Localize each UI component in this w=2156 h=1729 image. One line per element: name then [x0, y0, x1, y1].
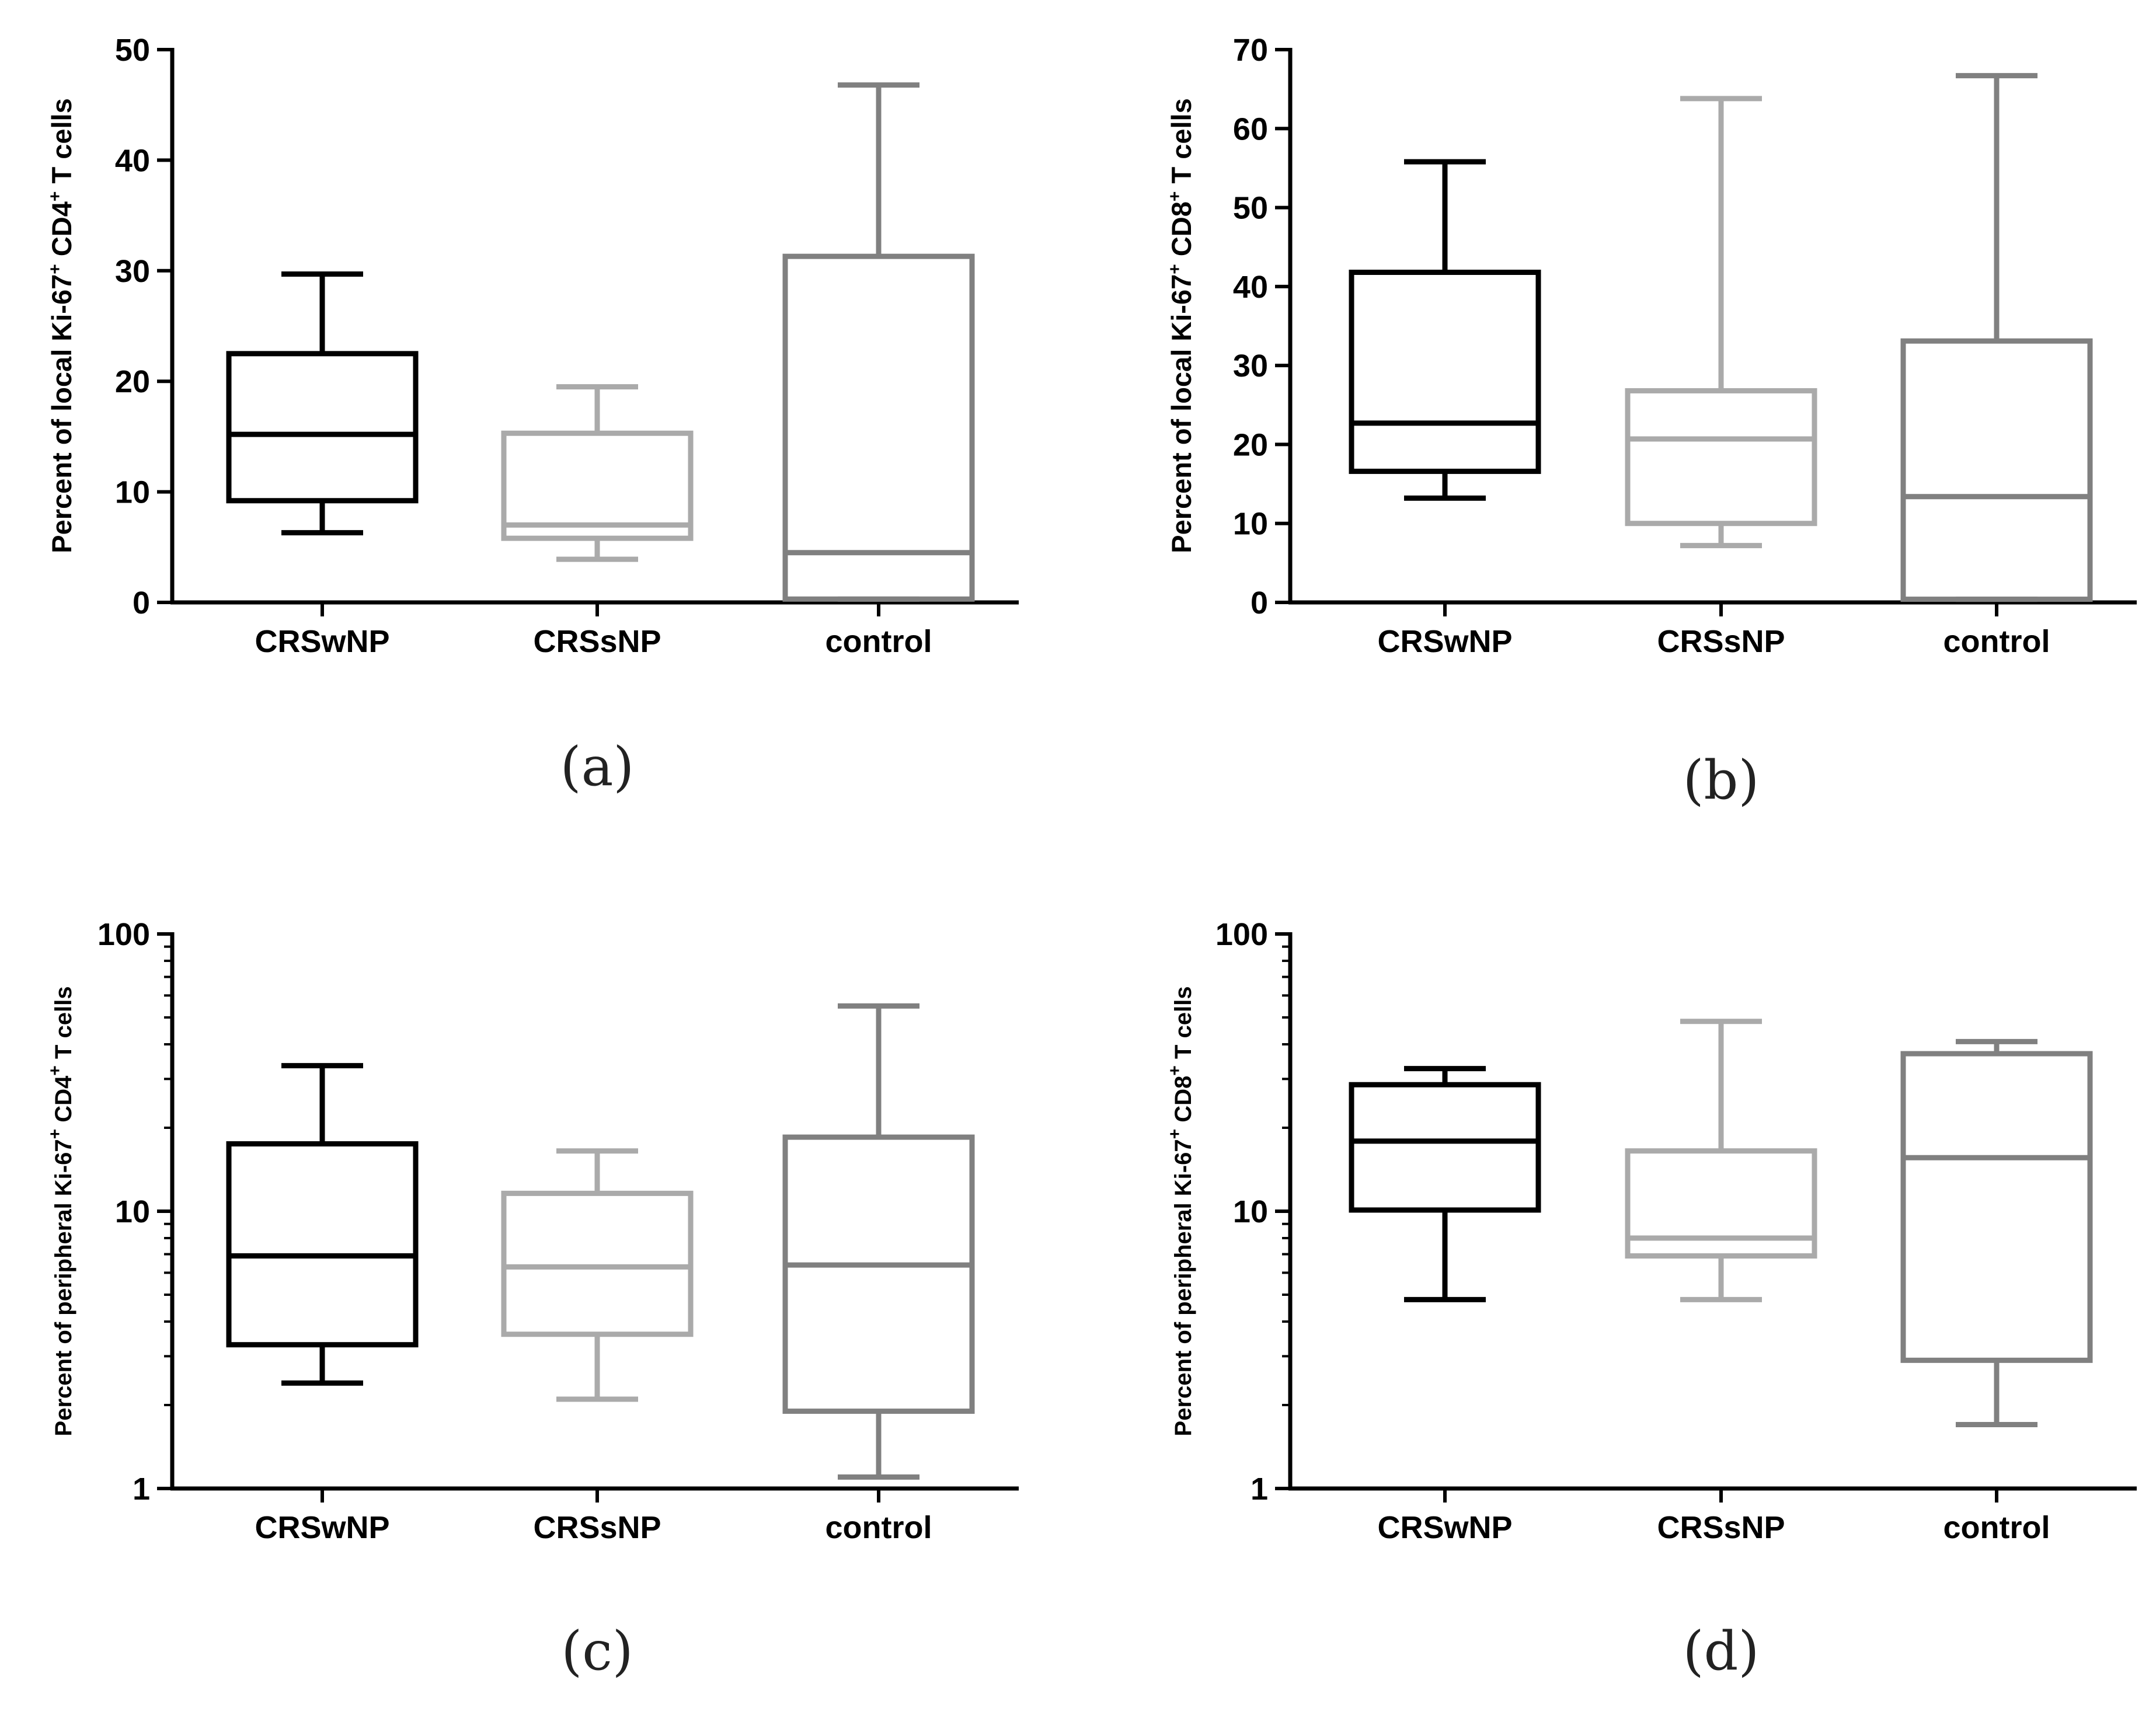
box-control — [1900, 1038, 2093, 1428]
y-tick-label: 100 — [97, 917, 150, 952]
y-tick-label: 100 — [1215, 917, 1268, 952]
y-tick-label: 10 — [1233, 507, 1268, 542]
box-crssnp — [1625, 96, 1817, 549]
x-tick-label-control: control — [826, 1510, 932, 1545]
chart-panel-a: 0 10 20 30 40 50 CRSwNP CRSsNP control Percent of… — [46, 33, 1019, 659]
chart-panel-b: 0 10 20 30 40 50 60 70 CRSwNP CRSsNP control Percen… — [1165, 33, 2137, 659]
panel-label-b: (b) — [1683, 749, 1760, 811]
x-tick-label-crswnp: CRSwNP — [255, 1510, 389, 1545]
box-iqr — [501, 430, 694, 541]
y-axis-label: Percent of local Ki-67+ CD4+ T cells — [46, 98, 77, 553]
x-tick-label-control: control — [1943, 1510, 2050, 1545]
panel-label-c: (c) — [561, 1620, 633, 1682]
y-tick-label: 1 — [1251, 1472, 1268, 1507]
box-crssnp — [501, 384, 694, 562]
y-tick-label: 70 — [1233, 33, 1268, 68]
y-tick-label: 30 — [1233, 348, 1268, 384]
y-tick-label: 50 — [1233, 191, 1268, 226]
box-crssnp — [1625, 1019, 1817, 1302]
y-tick-label: 10 — [1233, 1194, 1268, 1229]
y-tick-label: 10 — [115, 475, 150, 510]
box-iqr — [1625, 388, 1817, 527]
box-crswnp — [226, 271, 419, 536]
panel-label-a: (a) — [560, 735, 635, 798]
x-tick-label-control: control — [826, 624, 932, 659]
chart-panel-c: 1 10 100 CRSwNP CRSsNP control Percent of peri… — [46, 917, 1019, 1545]
box-iqr — [1349, 1082, 1541, 1213]
x-tick-label-crssnp: CRSsNP — [1657, 1510, 1785, 1545]
box-iqr — [226, 1141, 419, 1348]
x-tick-label-control: control — [1943, 624, 2050, 659]
box-control — [782, 1003, 975, 1480]
y-axis-label: Percent of local Ki-67+ CD8+ T cells — [1165, 98, 1197, 553]
box-crswnp — [1349, 159, 1541, 501]
box-iqr — [1900, 1051, 2093, 1363]
y-tick-label: 20 — [1233, 427, 1268, 462]
panel-label-d: (d) — [1683, 1620, 1760, 1682]
y-axis-label: Percent of peripheral Ki-67+ CD8+ T cell… — [1165, 986, 1196, 1437]
y-tick-label: 20 — [115, 364, 150, 399]
box-crswnp — [226, 1063, 419, 1386]
y-tick-label: 40 — [1233, 270, 1268, 305]
y-tick-label: 50 — [115, 33, 150, 68]
box-iqr — [1349, 270, 1541, 474]
x-tick-label-crssnp: CRSsNP — [1657, 624, 1785, 659]
y-tick-label: 60 — [1233, 111, 1268, 147]
box-control — [1900, 73, 2093, 602]
x-tick-label-crswnp: CRSwNP — [255, 624, 389, 659]
y-tick-label: 30 — [115, 254, 150, 289]
box-control — [782, 82, 975, 602]
x-tick-label-crswnp: CRSwNP — [1377, 1510, 1512, 1545]
box-crswnp — [1349, 1066, 1541, 1302]
box-iqr — [226, 351, 419, 504]
y-tick-label: 10 — [115, 1194, 150, 1229]
chart-panel-d: 1 10 100 CRSwNP CRSsNP control Percent of peri… — [1165, 917, 2137, 1545]
box-iqr — [1625, 1148, 1817, 1259]
y-axis-label: Percent of peripheral Ki-67+ CD4+ T cell… — [46, 986, 76, 1437]
box-iqr — [782, 1134, 975, 1414]
box-iqr — [501, 1190, 694, 1337]
box-iqr — [782, 253, 975, 602]
y-tick-label: 0 — [133, 585, 150, 621]
x-tick-label-crssnp: CRSsNP — [533, 624, 661, 659]
box-crssnp — [501, 1148, 694, 1402]
y-tick-label: 0 — [1251, 585, 1268, 621]
x-tick-label-crssnp: CRSsNP — [533, 1510, 661, 1545]
y-tick-label: 40 — [115, 143, 150, 178]
y-tick-label: 1 — [133, 1472, 150, 1507]
x-tick-label-crswnp: CRSwNP — [1377, 624, 1512, 659]
box-iqr — [1900, 338, 2093, 602]
